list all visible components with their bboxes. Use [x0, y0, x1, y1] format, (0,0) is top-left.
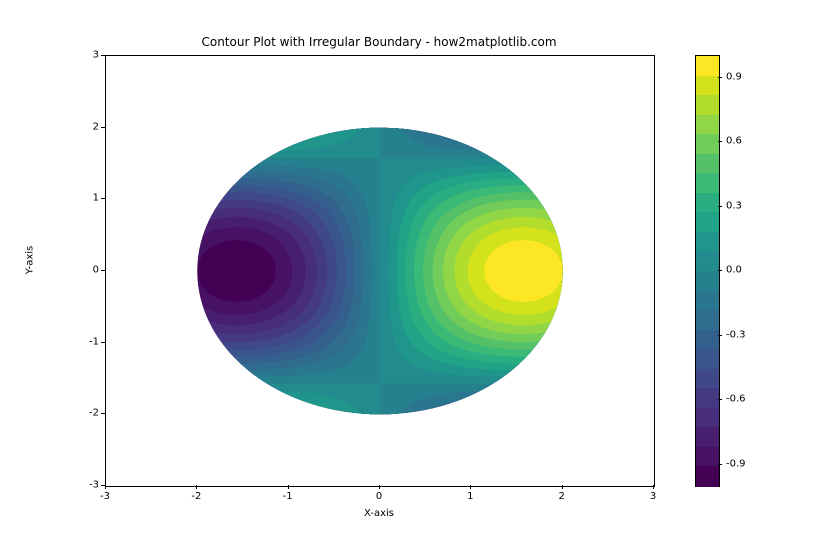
x-tick-label: -1 — [283, 491, 293, 502]
x-axis-label: X-axis — [105, 508, 653, 519]
x-tick — [379, 485, 380, 489]
colorbar-segment — [696, 408, 719, 428]
colorbar-segment — [696, 466, 719, 486]
colorbar-segment — [696, 56, 719, 76]
contour-bands — [188, 121, 572, 422]
y-tick-label: 1 — [79, 193, 99, 204]
colorbar-segment — [696, 212, 719, 232]
colorbar — [695, 55, 720, 487]
plot-area — [105, 55, 655, 487]
x-tick — [196, 485, 197, 489]
y-tick — [101, 342, 105, 343]
colorbar-segment — [696, 271, 719, 291]
x-tick-label: 1 — [467, 491, 473, 502]
colorbar-segment — [696, 349, 719, 369]
colorbar-segment — [696, 76, 719, 96]
colorbar-tick — [718, 399, 722, 400]
colorbar-segment — [696, 291, 719, 311]
contour-band — [484, 240, 562, 302]
colorbar-segment — [696, 427, 719, 447]
x-tick-label: -3 — [100, 491, 110, 502]
colorbar-tick — [718, 206, 722, 207]
y-tick — [101, 270, 105, 271]
y-tick — [101, 198, 105, 199]
colorbar-tick-label: 0.6 — [726, 136, 742, 147]
colorbar-segment — [696, 134, 719, 154]
y-tick — [101, 485, 105, 486]
colorbar-segment — [696, 95, 719, 115]
x-tick-label: 2 — [558, 491, 564, 502]
colorbar-segment — [696, 115, 719, 135]
y-tick-label: -2 — [79, 408, 99, 419]
colorbar-segment — [696, 388, 719, 408]
colorbar-tick — [718, 464, 722, 465]
colorbar-tick-label: 0.3 — [726, 200, 742, 211]
colorbar-tick — [718, 141, 722, 142]
colorbar-segment — [696, 447, 719, 467]
x-tick-label: 0 — [376, 491, 382, 502]
y-tick — [101, 127, 105, 128]
colorbar-segment — [696, 369, 719, 389]
colorbar-segment — [696, 310, 719, 330]
colorbar-tick — [718, 335, 722, 336]
colorbar-segment — [696, 193, 719, 213]
x-tick — [562, 485, 563, 489]
colorbar-tick — [718, 77, 722, 78]
colorbar-segment — [696, 251, 719, 271]
x-tick-label: 3 — [650, 491, 656, 502]
x-tick — [653, 485, 654, 489]
colorbar-segment — [696, 232, 719, 252]
y-tick-label: -3 — [79, 480, 99, 491]
colorbar-segment — [696, 154, 719, 174]
colorbar-tick-label: -0.3 — [726, 329, 746, 340]
x-tick — [470, 485, 471, 489]
colorbar-segment — [696, 173, 719, 193]
figure: Contour Plot with Irregular Boundary - h… — [0, 0, 840, 560]
y-axis-label: Y-axis — [25, 220, 36, 300]
x-tick — [105, 485, 106, 489]
chart-title: Contour Plot with Irregular Boundary - h… — [105, 35, 653, 49]
y-tick-label: 2 — [79, 121, 99, 132]
colorbar-tick-label: -0.6 — [726, 394, 746, 405]
x-tick — [288, 485, 289, 489]
colorbar-segment — [696, 330, 719, 350]
y-tick — [101, 55, 105, 56]
y-tick-label: -1 — [79, 336, 99, 347]
y-tick-label: 3 — [79, 50, 99, 61]
y-tick-label: 0 — [79, 265, 99, 276]
colorbar-tick-label: -0.9 — [726, 458, 746, 469]
colorbar-tick — [718, 270, 722, 271]
y-tick — [101, 413, 105, 414]
contour-surface — [106, 56, 654, 486]
colorbar-tick-label: 0.0 — [726, 265, 742, 276]
x-tick-label: -2 — [191, 491, 201, 502]
colorbar-tick-label: 0.9 — [726, 71, 742, 82]
